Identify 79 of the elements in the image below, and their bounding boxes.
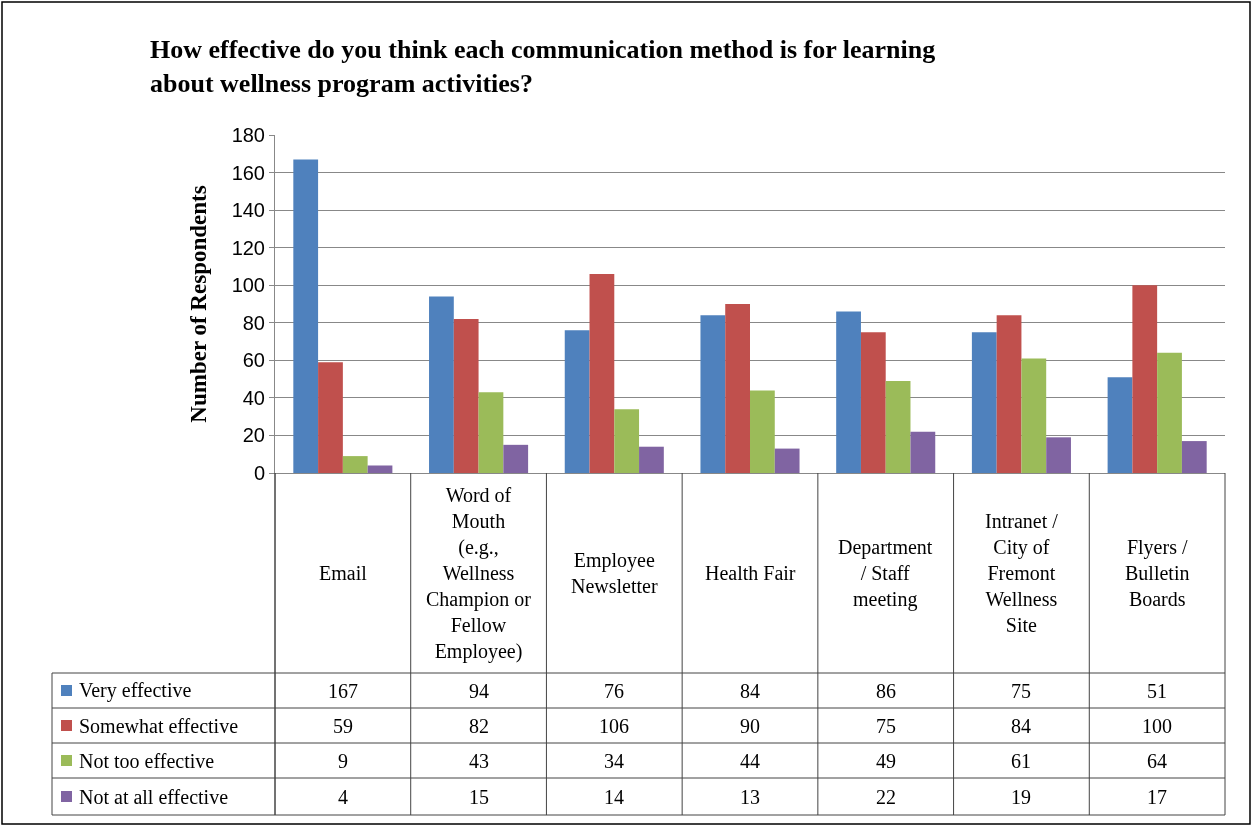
data-label: 64 xyxy=(1147,750,1167,772)
x-tick-label: Intranet / City of Fremont Wellness Site xyxy=(985,510,1059,636)
x-tick-label: Department / Staff meeting xyxy=(838,536,933,611)
bar xyxy=(367,465,393,473)
bar xyxy=(700,315,726,473)
data-label: 59 xyxy=(333,715,353,737)
y-tick-label: 160 xyxy=(231,161,265,184)
data-label: 43 xyxy=(469,750,489,772)
x-tick-label: Email xyxy=(319,562,368,584)
legend-label: Somewhat effective xyxy=(79,715,239,737)
y-tick-label: 100 xyxy=(231,274,265,297)
x-tick-label: Word of Mouth (e.g., Wellness Champion or Fellow Employee) xyxy=(426,484,532,663)
data-label: 84 xyxy=(1011,715,1031,737)
bar xyxy=(318,362,343,473)
y-axis-title: Number of Respondents xyxy=(186,185,212,423)
legend-label: Not at all effective xyxy=(79,786,229,808)
data-label: 61 xyxy=(1011,750,1031,772)
bar xyxy=(885,380,911,473)
data-label: 94 xyxy=(469,680,489,702)
data-label: 167 xyxy=(328,680,358,702)
data-label: 19 xyxy=(1011,786,1031,808)
data-label: 84 xyxy=(740,680,760,702)
bar xyxy=(503,444,529,473)
data-label: 100 xyxy=(1142,715,1172,737)
chart-title: How effective do you think each communication method is for learning about wellness program activities? xyxy=(150,35,936,98)
bar xyxy=(614,409,640,473)
bar xyxy=(453,319,479,473)
data-label: 75 xyxy=(876,715,896,737)
bar xyxy=(1181,441,1207,473)
data-label: 15 xyxy=(469,786,489,808)
data-label: 9 xyxy=(338,750,348,772)
x-tick-label: Flyers / Bulletin Boards xyxy=(1125,536,1190,610)
data-label: 76 xyxy=(604,680,624,702)
bar xyxy=(293,159,319,473)
y-tick-label: 80 xyxy=(242,311,265,334)
bar xyxy=(1157,352,1182,473)
bar xyxy=(478,392,504,473)
data-label: 82 xyxy=(469,715,489,737)
y-tick-label: 0 xyxy=(253,462,265,484)
bar xyxy=(639,446,664,473)
bar xyxy=(996,315,1022,473)
y-tick-label: 140 xyxy=(231,199,265,222)
bar xyxy=(860,332,886,473)
data-label: 44 xyxy=(740,750,760,772)
bar xyxy=(910,431,936,473)
data-label: 14 xyxy=(604,786,624,808)
legend-label: Very effective xyxy=(79,679,192,702)
data-label: 13 xyxy=(740,786,760,808)
bar xyxy=(971,332,997,473)
data-label: 51 xyxy=(1147,680,1167,702)
bar xyxy=(1021,358,1047,473)
data-label: 4 xyxy=(338,786,348,808)
bar xyxy=(1132,285,1158,473)
x-tick-label: Employee Newsletter xyxy=(571,549,658,597)
data-label: 90 xyxy=(740,715,760,737)
bar xyxy=(429,296,454,473)
bar xyxy=(564,330,590,473)
data-label: 49 xyxy=(876,750,896,772)
data-label: 86 xyxy=(876,680,896,702)
data-label: 34 xyxy=(604,750,624,772)
bar xyxy=(725,304,750,473)
y-tick-label: 60 xyxy=(242,349,265,372)
bar xyxy=(1107,377,1133,473)
bar xyxy=(750,390,775,473)
x-tick-label: Health Fair xyxy=(705,562,796,584)
y-tick-label: 180 xyxy=(231,124,265,146)
y-tick-label: 120 xyxy=(231,236,265,259)
legend-label: Not too effective xyxy=(79,750,215,772)
data-label: 106 xyxy=(599,715,629,737)
y-tick-label: 20 xyxy=(242,424,265,447)
bar xyxy=(774,448,800,473)
data-label: 75 xyxy=(1011,680,1031,702)
bar xyxy=(589,273,615,473)
data-label: 22 xyxy=(876,786,896,808)
bar xyxy=(836,311,861,473)
data-label: 17 xyxy=(1147,786,1167,808)
bar xyxy=(1046,437,1071,473)
y-tick-label: 40 xyxy=(242,386,265,409)
bar xyxy=(342,456,368,473)
